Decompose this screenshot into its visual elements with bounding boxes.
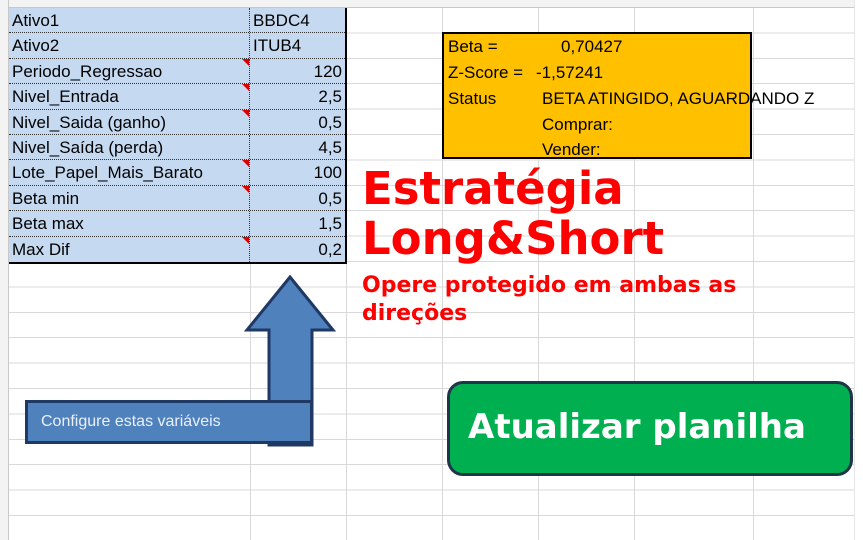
scrollbar[interactable] [854, 0, 863, 540]
parameter-name[interactable]: Periodo_Regressao [9, 58, 250, 84]
parameter-name[interactable]: Lote_Papel_Mais_Barato [9, 160, 250, 185]
parameters-table: Ativo1 BBDC4 Ativo2 ITUB4 Periodo_Regressao 1… [9, 8, 347, 264]
vender-label: Vender: [542, 140, 601, 159]
comment-indicator-icon[interactable] [242, 160, 249, 168]
column-line [250, 0, 251, 540]
column-line [538, 0, 539, 540]
parameter-value[interactable]: 2,5 [318, 87, 342, 107]
comment-indicator-icon[interactable] [242, 236, 249, 244]
parameter-row: Beta max 1,5 [9, 211, 345, 237]
watermark-title: Estratégia Long&Short [362, 162, 665, 265]
parameter-value[interactable]: BBDC4 [253, 11, 310, 30]
parameter-row: Beta min 0,5 [9, 185, 345, 212]
column-header-bar[interactable] [0, 0, 863, 8]
comment-indicator-icon[interactable] [242, 84, 249, 92]
column-line [346, 0, 347, 540]
parameter-row: Nivel_Entrada 2,5 [9, 84, 345, 110]
parameter-value[interactable]: 4,5 [318, 137, 342, 157]
result-panel: Beta = 0,70427 Z-Score = -1,57241 Status… [442, 32, 814, 159]
zscore-label: Z-Score = [448, 63, 524, 82]
parameter-name[interactable]: Nivel_Entrada [9, 84, 250, 109]
comment-indicator-icon[interactable] [242, 58, 249, 66]
parameter-value[interactable]: 0,2 [318, 239, 342, 259]
status-label: Status [448, 89, 497, 108]
comment-indicator-icon[interactable] [242, 109, 249, 117]
parameter-name[interactable]: Max Dif [9, 236, 250, 262]
parameter-value[interactable]: 120 [313, 61, 342, 81]
parameter-name[interactable]: Ativo1 [9, 8, 250, 33]
column-line [634, 0, 635, 540]
parameter-row: Periodo_Regressao 120 [9, 58, 345, 85]
parameter-value[interactable]: 0,5 [318, 188, 342, 208]
parameter-row: Nivel_Saída (perda) 4,5 [9, 134, 345, 161]
parameter-name[interactable]: Beta min [9, 185, 250, 211]
parameter-name[interactable]: Nivel_Saida (ganho) [9, 109, 250, 134]
parameter-name[interactable]: Ativo2 [9, 33, 250, 58]
configure-callout[interactable]: Configure estas variáveis [25, 400, 313, 444]
parameter-name[interactable]: Beta max [9, 211, 250, 236]
parameter-row: Nivel_Saida (ganho) 0,5 [9, 109, 345, 135]
comprar-label: Comprar: [542, 115, 613, 134]
parameter-value[interactable]: 1,5 [318, 214, 342, 234]
status-value: BETA ATINGIDO, AGUARDANDO Z [542, 89, 815, 108]
parameter-value[interactable]: 0,5 [318, 112, 342, 132]
row-header-bar[interactable] [0, 0, 9, 540]
column-line [753, 0, 754, 540]
comment-indicator-icon[interactable] [242, 185, 249, 193]
update-sheet-button[interactable]: Atualizar planilha [447, 381, 853, 476]
parameter-row: Lote_Papel_Mais_Barato 100 [9, 160, 345, 186]
parameter-value[interactable]: 100 [313, 163, 342, 183]
watermark-subtitle: Opere protegido em ambas as direções [362, 273, 737, 326]
beta-value: 0,70427 [561, 37, 623, 56]
parameter-row: Ativo2 ITUB4 [9, 33, 345, 59]
parameter-value[interactable]: ITUB4 [253, 36, 302, 56]
parameter-row: Max Dif 0,2 [9, 236, 345, 262]
zscore-value: -1,57241 [536, 63, 604, 82]
parameter-name[interactable]: Nivel_Saída (perda) [9, 134, 250, 160]
beta-label: Beta = [448, 37, 498, 56]
column-line [442, 0, 443, 540]
parameter-row: Ativo1 BBDC4 [9, 8, 345, 34]
